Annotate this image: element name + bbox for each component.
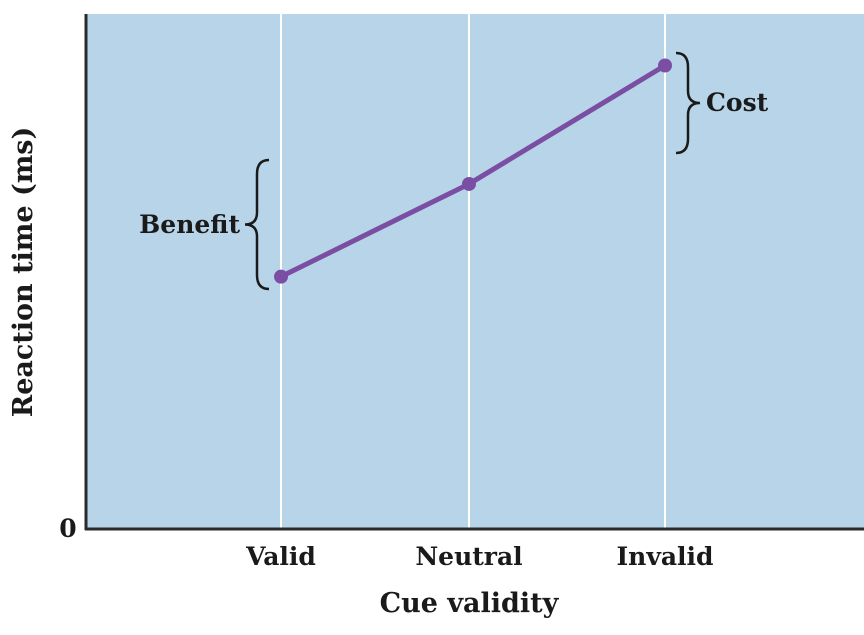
data-point-valid — [274, 269, 288, 284]
series-layer — [274, 58, 672, 284]
x-tick-labels: Valid Neutral Invalid — [245, 542, 713, 571]
y-tick-label-zero: 0 — [59, 514, 76, 543]
x-axis-title: Cue validity — [380, 588, 560, 619]
x-tick-label-invalid: Invalid — [616, 542, 713, 571]
annotations: Benefit Cost — [139, 51, 769, 291]
y-axis-title: Reaction time (ms) — [8, 127, 39, 418]
data-point-neutral — [462, 176, 476, 191]
cost-label: Cost — [706, 88, 769, 117]
cost-brace — [675, 51, 701, 155]
benefit-label: Benefit — [139, 210, 240, 239]
plot-area — [86, 14, 864, 529]
benefit-brace — [244, 158, 270, 291]
x-tick-label-neutral: Neutral — [415, 542, 522, 571]
x-tick-label-valid: Valid — [245, 542, 316, 571]
data-point-invalid — [658, 58, 672, 73]
